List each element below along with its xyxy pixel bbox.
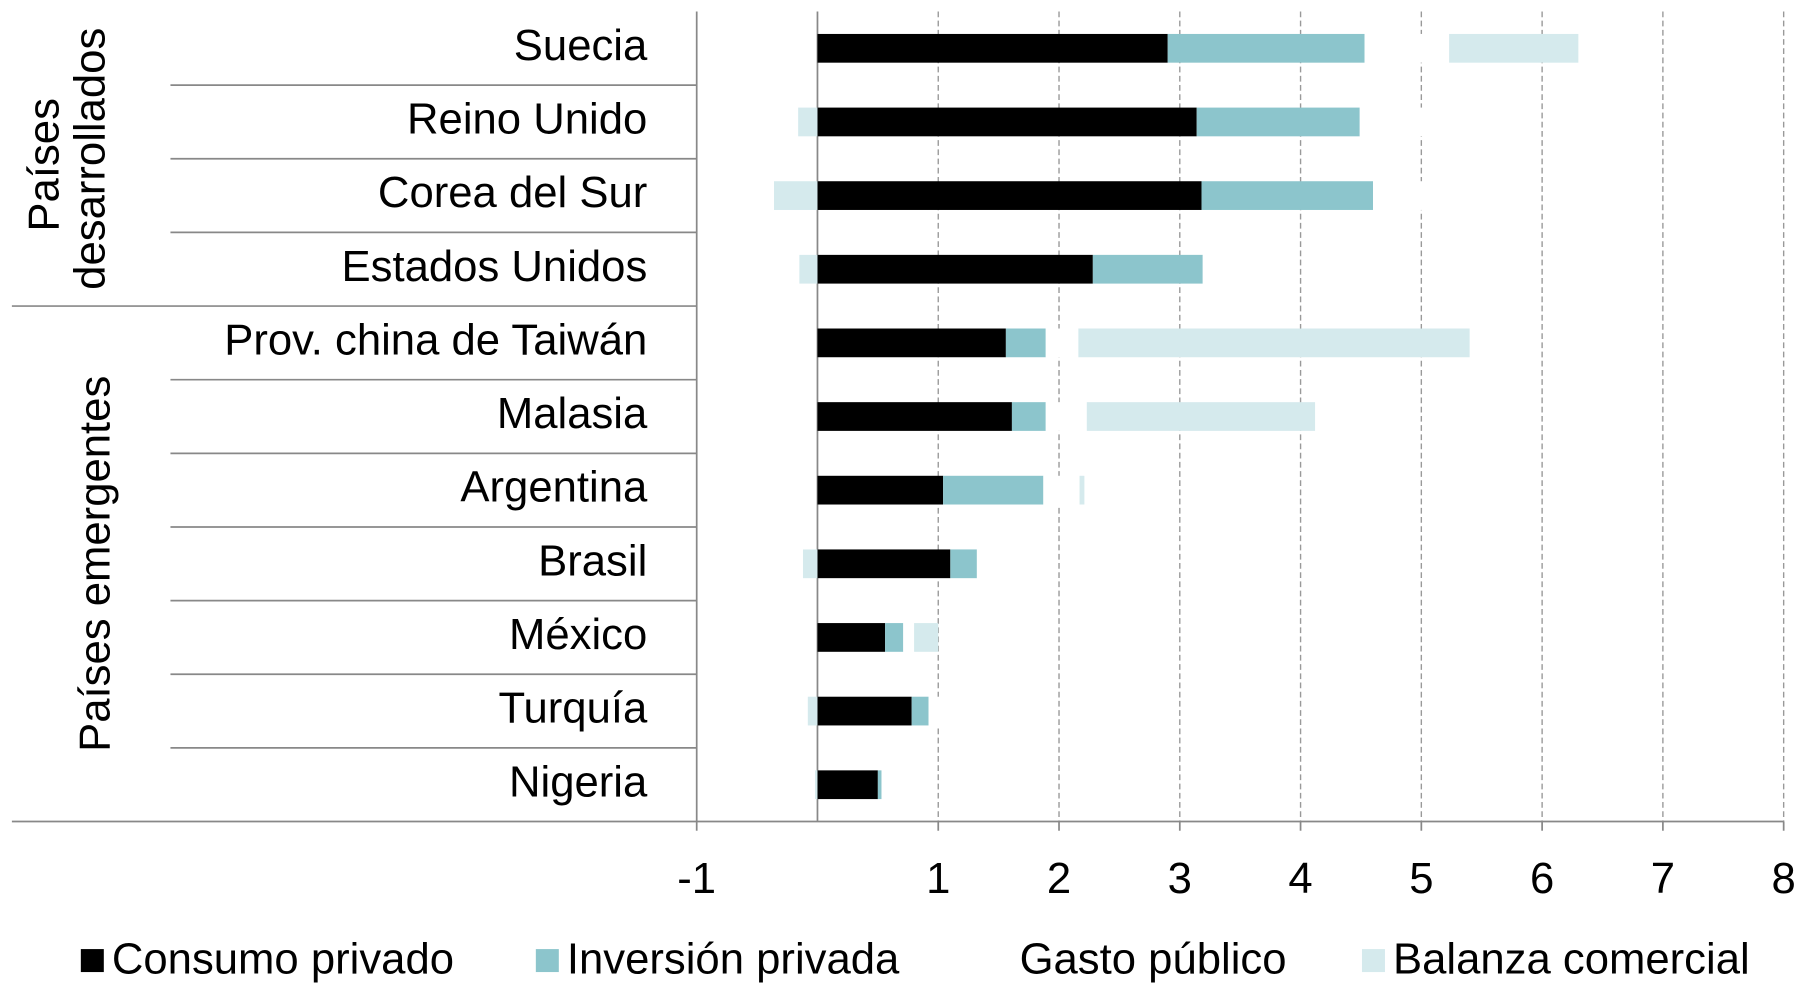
- bar-segment: [885, 623, 904, 652]
- legend-label: Consumo privado: [112, 934, 454, 983]
- bar-segment: [817, 475, 944, 505]
- legend-label: Inversión privada: [567, 934, 900, 983]
- bar-segment: [799, 254, 818, 284]
- bar-segment: [1045, 328, 1079, 358]
- legend-swatch: [80, 949, 104, 973]
- y-tick-label: México: [509, 610, 647, 659]
- bar-segment: [817, 107, 1197, 137]
- bar-segment: [1079, 475, 1085, 505]
- x-tick-label: 6: [1530, 854, 1554, 903]
- bar-segment: [1092, 254, 1203, 284]
- x-tick-label: -1: [677, 854, 716, 903]
- y-tick-label: Brasil: [538, 536, 647, 585]
- legend-label: Balanza comercial: [1393, 934, 1750, 983]
- bar-segment: [903, 623, 915, 652]
- bar-segment: [1005, 328, 1046, 358]
- bar-segment: [1045, 402, 1087, 431]
- y-tick-label: Reino Unido: [407, 94, 647, 143]
- bar-segment: [950, 549, 977, 579]
- bar-segment: [1167, 33, 1365, 63]
- bar-segment: [817, 402, 1012, 431]
- y-tick-label: Suecia: [514, 21, 648, 70]
- bar-segment: [773, 181, 818, 210]
- legend-label: Gasto público: [1020, 934, 1287, 983]
- y-tick-label: Turquía: [498, 684, 648, 733]
- y-tick-label: Malasia: [497, 389, 648, 438]
- x-tick-label: 1: [926, 854, 950, 903]
- x-tick-label: 5: [1409, 854, 1433, 903]
- bar-segment: [817, 33, 1168, 63]
- bar-segment: [1364, 33, 1450, 63]
- bar-segment: [1201, 181, 1374, 210]
- bar-segment: [911, 696, 929, 726]
- group-label-line: Países: [19, 86, 68, 232]
- legend-swatch: [1361, 949, 1385, 973]
- bar-segment: [1011, 402, 1046, 431]
- y-tick-label: Prov. china de Taiwán: [224, 315, 647, 364]
- bar-segment: [817, 696, 912, 726]
- group-label: Países desarrollados: [19, 28, 114, 290]
- bar-segment: [1449, 33, 1579, 63]
- bar-segment: [1359, 107, 1457, 137]
- bar-segment: [1373, 181, 1470, 210]
- x-tick-label: 7: [1651, 854, 1675, 903]
- y-tick-label: Argentina: [460, 463, 648, 512]
- bar-segment: [881, 770, 894, 800]
- x-tick-label: 2: [1047, 854, 1071, 903]
- x-tick-label: 3: [1168, 854, 1192, 903]
- group-label-line: desarrollados: [65, 28, 114, 290]
- x-tick-label: 4: [1288, 854, 1312, 903]
- bar-segment: [817, 770, 878, 800]
- bar-segment: [1196, 107, 1360, 137]
- bar-segment: [817, 254, 1093, 284]
- bar-segment: [802, 549, 818, 579]
- bar-segment: [798, 107, 818, 137]
- x-tick-label: 8: [1772, 854, 1796, 903]
- y-tick-label: Estados Unidos: [342, 242, 648, 291]
- bar-segment: [817, 181, 1202, 210]
- bar-segment: [1078, 328, 1470, 358]
- group-label: Países emergentes: [71, 376, 120, 752]
- bar-segment: [928, 696, 977, 726]
- bar-segment: [877, 770, 882, 800]
- bar-segment: [1202, 254, 1276, 284]
- bar-segment: [817, 549, 951, 579]
- bar-segment: [943, 475, 1044, 505]
- bar-segment: [914, 623, 939, 652]
- legend-swatch: [535, 949, 559, 973]
- bar-segment: [807, 696, 818, 726]
- bar-segment: [817, 328, 1006, 358]
- y-tick-label: Nigeria: [509, 757, 648, 806]
- bar-segment: [1043, 475, 1080, 505]
- legend-swatch: [988, 949, 1012, 973]
- bar-segment: [976, 549, 1038, 579]
- y-tick-label: Corea del Sur: [378, 168, 647, 217]
- bar-segment: [1086, 402, 1316, 431]
- bar-segment: [815, 770, 818, 800]
- bar-segment: [817, 623, 886, 652]
